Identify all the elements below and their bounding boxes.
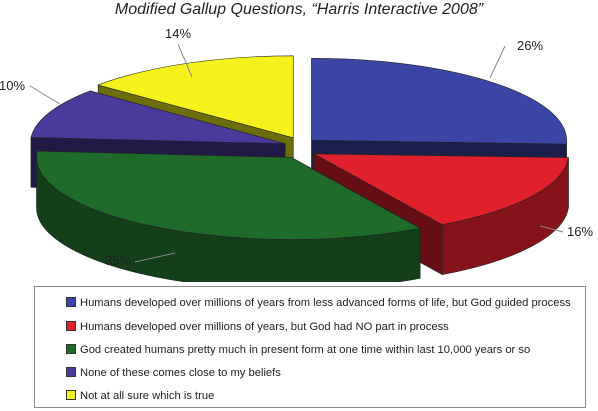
pie-chart: 26% 16% 35% 10% 14% <box>0 26 593 282</box>
chart-legend: Humans developed over millions of years … <box>34 286 586 408</box>
legend-swatch <box>66 321 76 331</box>
legend-item-created: God created humans pretty much in presen… <box>66 343 530 357</box>
legend-label: None of these comes close to my beliefs <box>80 367 281 379</box>
slice-top <box>30 90 286 145</box>
leader-line <box>489 45 506 79</box>
legend-label: God created humans pretty much in presen… <box>80 344 531 356</box>
legend-label: Humans developed over millions of years … <box>80 297 571 309</box>
legend-label: Not at all sure which is true <box>80 390 215 402</box>
slice-value-label: 26% <box>517 38 543 53</box>
slice-top <box>313 153 569 225</box>
slice-top <box>97 55 294 139</box>
legend-item-no-god: Humans developed over millions of years,… <box>66 320 449 334</box>
leader-line <box>177 43 193 78</box>
leader-line <box>539 225 564 233</box>
slice-value-label: 35% <box>105 253 131 268</box>
leader-line <box>134 252 176 263</box>
slice-top <box>36 150 422 240</box>
legend-swatch <box>66 344 76 354</box>
legend-item-none: None of these comes close to my beliefs <box>66 366 281 380</box>
legend-item-guided: Humans developed over millions of years … <box>66 296 571 310</box>
chart-title: Modified Gallup Questions, “Harris Inter… <box>114 1 484 18</box>
leader-line <box>29 85 61 105</box>
legend-swatch <box>66 390 76 400</box>
slice-value-label: 14% <box>165 26 191 41</box>
slice-value-label: 10% <box>0 78 25 93</box>
legend-swatch <box>66 367 76 377</box>
legend-swatch <box>66 297 76 307</box>
legend-item-not-sure: Not at all sure which is true <box>66 389 214 403</box>
legend-label: Humans developed over millions of years,… <box>80 321 449 333</box>
pie-slice-created <box>36 150 422 282</box>
slice-value-label: 16% <box>567 224 593 239</box>
slice-top <box>311 57 567 145</box>
